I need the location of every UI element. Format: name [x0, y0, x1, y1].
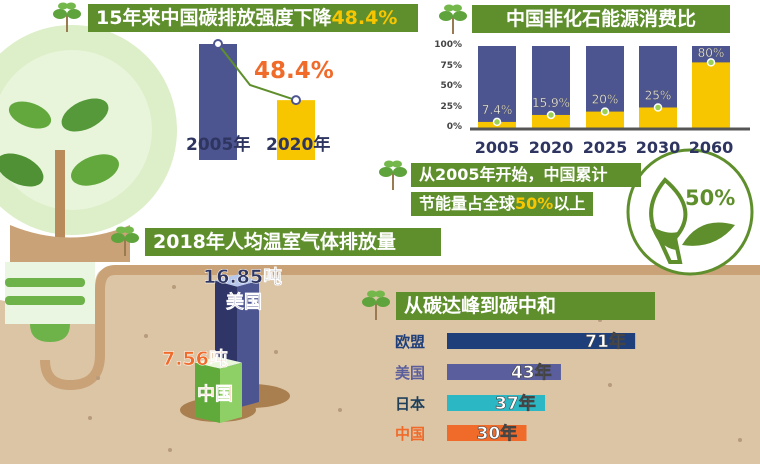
plant-leaf — [71, 154, 119, 186]
peak-category-label: 欧盟 — [395, 333, 426, 351]
callout-badge-value: 50% — [685, 186, 736, 210]
china-value-label: 7.56吨 — [162, 348, 228, 371]
intensity-trend-line — [217, 43, 297, 102]
nonfossil-title: 中国非化石能源消费比 — [472, 5, 730, 33]
per-capita-title: 2018年人均温室气体排放量 — [145, 228, 441, 256]
callout-text: 以上 — [553, 194, 586, 213]
nonfossil-remainder-bar — [478, 46, 516, 128]
nonfossil-data-label: 80% — [698, 46, 725, 60]
soil-edge — [40, 265, 760, 391]
x-tick-label: 2030 — [636, 138, 681, 157]
callout-text: 节能量占全球 — [419, 194, 516, 213]
x-tick-label: 2005年 — [186, 135, 251, 155]
sprout-icon — [362, 290, 390, 320]
y-tick-label: 75% — [440, 60, 462, 71]
sprout-icon — [53, 2, 81, 32]
callout-badge-circle — [626, 148, 754, 276]
nonfossil-bar — [639, 107, 677, 128]
china-category-label: 中国 — [197, 384, 234, 406]
nonfossil-data-label: 20% — [592, 93, 619, 107]
y-tick-label: 100% — [434, 40, 462, 50]
peak-title: 从碳达峰到碳中和 — [396, 292, 655, 320]
us-value-label: 16.85吨 — [203, 266, 283, 289]
peak-data-label: 43年 — [510, 363, 552, 384]
emission-column-side — [237, 280, 259, 408]
x-tick-label: 2020 — [529, 138, 574, 157]
x-tick-label: 2005 — [475, 138, 520, 157]
peak-category-label: 中国 — [395, 425, 426, 443]
intensity-title: 15年来中国碳排放强度下降48.4% — [88, 4, 418, 32]
peak-bar — [447, 364, 561, 380]
leaf-icon — [649, 177, 688, 264]
nonfossil-point — [706, 58, 716, 67]
nonfossil-bar — [532, 114, 570, 128]
y-tick-label: 0% — [446, 122, 462, 132]
intensity-bar — [199, 44, 237, 160]
x-tick-label: 2020年 — [266, 135, 331, 155]
emission-column-top — [215, 274, 259, 287]
y-tick-label: 25% — [440, 101, 462, 112]
emission-column-side — [220, 362, 242, 423]
nonfossil-point — [546, 110, 556, 120]
peak-data-label: 71年 — [585, 332, 626, 353]
peak-bar — [447, 333, 636, 349]
plant-leaf — [61, 98, 109, 132]
emission-column-front — [195, 362, 220, 423]
sprout-icon — [439, 4, 467, 34]
us-category-label: 美国 — [226, 292, 263, 314]
nonfossil-data-label: 15.9% — [532, 96, 570, 110]
nonfossil-data-label: 7.4% — [482, 103, 513, 117]
nonfossil-bar — [586, 111, 624, 128]
intensity-bar — [277, 100, 315, 160]
intensity-title-text: 15年来中国碳排放强度下降 — [96, 7, 332, 29]
peak-category-label: 日本 — [395, 395, 426, 413]
x-tick-label: 2025 — [583, 138, 628, 157]
nonfossil-data-label: 25% — [645, 89, 672, 103]
peak-data-label: 30年 — [476, 424, 518, 445]
peak-bar — [447, 395, 546, 411]
callout-line-2: 节能量占全球50%以上 — [411, 192, 594, 216]
emission-column-top — [195, 356, 242, 369]
nonfossil-bar — [692, 62, 730, 128]
nonfossil-point — [492, 117, 502, 127]
plant-leaf — [8, 101, 52, 129]
intensity-point — [291, 95, 301, 106]
peak-category-label: 美国 — [395, 364, 426, 382]
intensity-drop-label: 48.4% — [254, 58, 334, 84]
sprout-icon — [111, 226, 139, 256]
peak-bar — [447, 425, 527, 441]
sprout-icon — [379, 160, 407, 190]
intensity-point — [213, 39, 223, 49]
nonfossil-point — [653, 103, 663, 112]
light-bulb-base — [5, 262, 95, 324]
y-tick-label: 50% — [440, 81, 462, 91]
intensity-title-highlight: 48.4% — [331, 7, 398, 29]
callout-line-1: 从2005年开始，中国累计 — [411, 163, 641, 187]
callout-highlight: 50% — [515, 194, 554, 213]
nonfossil-point — [600, 107, 610, 116]
x-tick-label: 2060 — [689, 138, 734, 157]
plant-leaf — [0, 153, 44, 187]
peak-data-label: 37年 — [495, 394, 536, 415]
